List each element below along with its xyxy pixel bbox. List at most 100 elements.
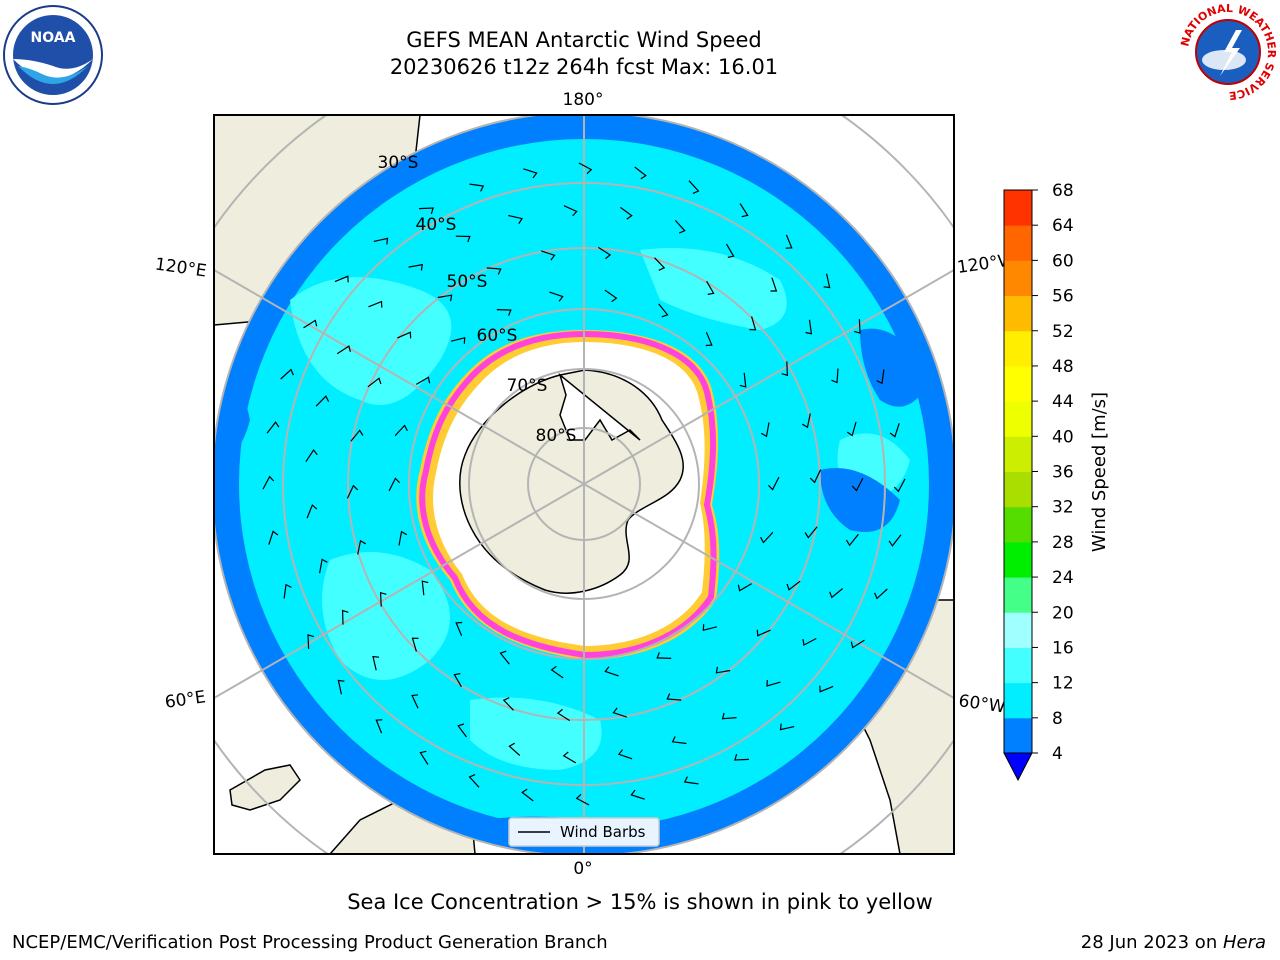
wind-barb xyxy=(496,309,512,316)
wind-barb xyxy=(398,530,407,546)
colorbar-tick-label: 16 xyxy=(1052,638,1074,658)
chart-title: GEFS MEAN Antarctic Wind Speed xyxy=(406,28,762,52)
wind-barb xyxy=(760,531,774,544)
wind-barb xyxy=(845,533,859,547)
colorbar-segment xyxy=(1004,190,1032,226)
colorbar-segment xyxy=(1004,471,1032,508)
wind-barb xyxy=(888,534,902,547)
wind-barb xyxy=(437,294,453,302)
wind-barb xyxy=(550,665,564,679)
wind-barb xyxy=(315,395,330,407)
wind-barb xyxy=(829,588,844,599)
wind-barb xyxy=(350,429,364,442)
wind-barb xyxy=(457,723,467,738)
nws-logo-icon: NATIONAL WEATHER SERVICE xyxy=(1178,2,1278,102)
wind-barb xyxy=(809,469,822,484)
wind-barb xyxy=(781,361,789,377)
wind-barb xyxy=(876,369,885,385)
colorbar-tick-label: 52 xyxy=(1052,322,1074,342)
wind-barb xyxy=(455,621,463,637)
wind-barb xyxy=(654,257,666,271)
wind-barb xyxy=(721,712,737,720)
colorbar-tick-label: 4 xyxy=(1052,744,1063,764)
wind-barb xyxy=(373,237,389,245)
wind-barb xyxy=(415,376,431,385)
wind-barb xyxy=(419,750,429,765)
map-legend: Wind Barbs xyxy=(508,817,660,847)
wind-barb xyxy=(889,423,900,438)
wind-barb xyxy=(658,303,669,318)
wind-barb xyxy=(486,267,502,275)
wind-barb xyxy=(802,413,811,429)
wind-barb xyxy=(674,219,686,234)
wind-barb xyxy=(805,319,813,335)
wind-barb xyxy=(734,754,749,761)
colorbar-segment xyxy=(1004,506,1032,543)
colorbar-tick-label: 36 xyxy=(1052,463,1074,483)
wind-barb xyxy=(725,243,735,258)
colorbar-tick-label: 56 xyxy=(1052,287,1074,307)
colorbar-segment xyxy=(1004,260,1032,297)
wind-barb xyxy=(303,319,318,329)
wind-barb xyxy=(336,345,351,355)
colorbar-tick-label: 8 xyxy=(1052,709,1063,729)
wind-barb xyxy=(671,736,687,745)
wind-barb xyxy=(831,368,839,384)
wind-barb xyxy=(706,280,715,295)
wind-barb xyxy=(804,526,818,539)
wind-barb xyxy=(761,422,770,438)
wind-barb xyxy=(357,539,366,555)
wind-barb xyxy=(367,377,382,388)
wind-barb xyxy=(630,789,645,800)
wind-barb xyxy=(802,637,817,646)
footer-date: 28 Jun 2023 on Hera xyxy=(1081,932,1266,953)
wind-barb xyxy=(334,275,349,283)
wind-barb xyxy=(307,634,314,649)
wind-barb xyxy=(408,263,424,271)
wind-barb xyxy=(851,477,864,492)
wind-barb xyxy=(620,206,633,220)
colorbar-segment xyxy=(1004,225,1032,261)
colorbar-segment xyxy=(1004,295,1032,332)
wind-barb xyxy=(702,624,717,631)
wind-barb xyxy=(451,337,466,344)
lon-label-180: 180° xyxy=(563,90,604,110)
wind-barb xyxy=(683,776,699,785)
colorbar-tick-label: 20 xyxy=(1052,603,1074,623)
wind-barb xyxy=(737,583,753,592)
lat-label-70s: 70°S xyxy=(507,376,548,396)
wind-barb xyxy=(337,679,345,695)
wind-barb xyxy=(850,639,865,649)
wind-barb xyxy=(421,580,429,596)
wind-barb xyxy=(368,300,383,308)
wind-barb xyxy=(749,316,757,331)
lat-label-30s: 30°S xyxy=(378,153,419,173)
wind-barb xyxy=(705,331,713,347)
wind-barb xyxy=(379,591,387,607)
wind-barb xyxy=(508,742,521,756)
wind-barbs xyxy=(262,162,906,806)
wind-barb xyxy=(756,629,771,637)
lon-label-120e: 120°E xyxy=(154,255,208,282)
footer-date-text: 28 Jun 2023 on xyxy=(1080,932,1223,953)
lat-label-60s: 60°S xyxy=(477,326,518,346)
wind-barb xyxy=(766,679,781,687)
wind-barb xyxy=(715,666,731,674)
wind-barb xyxy=(666,693,682,701)
wind-barb xyxy=(893,478,906,493)
wind-barb xyxy=(556,708,571,722)
colorbar-segment xyxy=(1004,401,1032,437)
wind-barb xyxy=(846,421,857,437)
colorbar-segment xyxy=(1004,577,1032,613)
wind-barb xyxy=(468,774,480,788)
footer-credit: NCEP/EMC/Verification Post Processing Pr… xyxy=(12,932,608,953)
wind-barb xyxy=(346,484,359,499)
wind-barb xyxy=(502,697,514,711)
wind-barb xyxy=(411,694,419,709)
wind-barb xyxy=(597,246,612,260)
colorbar-tick-label: 64 xyxy=(1052,216,1074,236)
wind-barb xyxy=(411,637,419,652)
lat-label-40s: 40°S xyxy=(416,215,457,235)
wind-barb xyxy=(770,277,778,292)
